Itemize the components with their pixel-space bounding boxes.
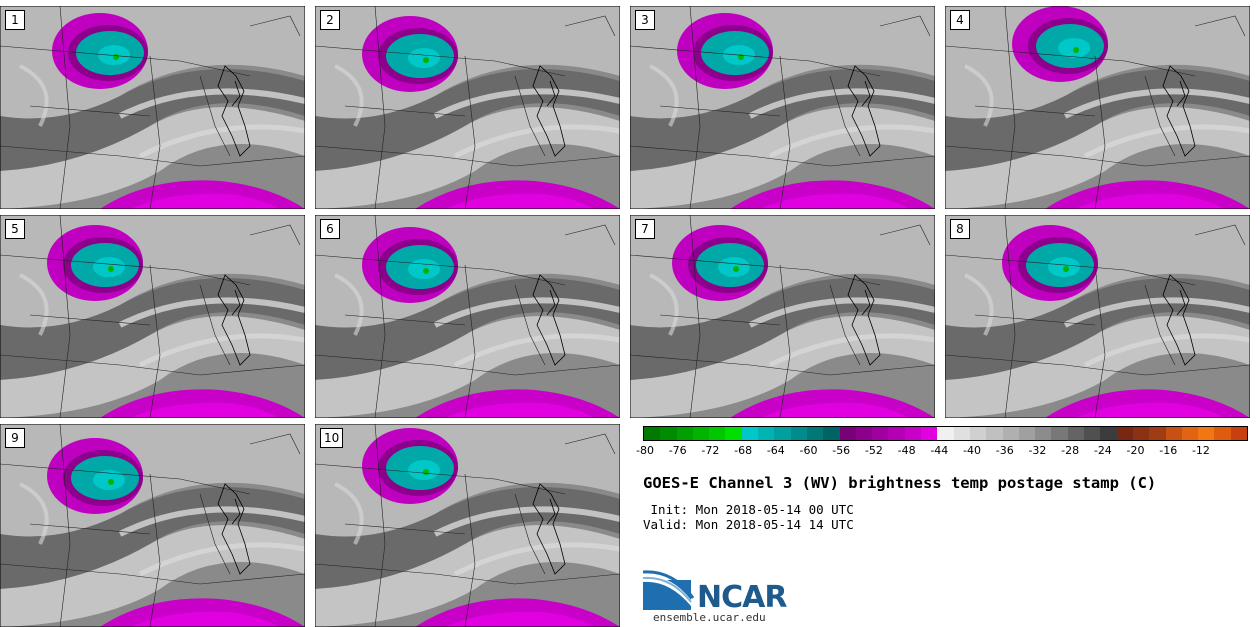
colorbar-segment	[921, 427, 938, 440]
colorbar-segment	[855, 427, 873, 440]
colorbar-tick-label: -44	[930, 444, 949, 457]
water-vapor-map	[315, 215, 620, 418]
map-panel: 7	[630, 215, 935, 418]
colorbar-segment	[937, 427, 954, 440]
water-vapor-map	[630, 215, 935, 418]
water-vapor-map	[315, 6, 620, 209]
colorbar-segment	[1198, 427, 1215, 440]
map-panel: 10	[315, 424, 620, 627]
water-vapor-map	[0, 424, 305, 627]
panel-number: 8	[950, 219, 970, 239]
colorbar-tick-label: -72	[701, 444, 720, 457]
map-panel: 8	[945, 215, 1250, 418]
water-vapor-map	[630, 6, 935, 209]
colorbar-tick-label: -36	[995, 444, 1014, 457]
colorbar-segment	[676, 427, 693, 440]
colorbar-tick-label: -80	[636, 444, 654, 457]
colorbar	[643, 426, 1248, 441]
colorbar-segment	[790, 427, 807, 440]
colorbar-tick-label: -40	[963, 444, 981, 457]
colorbar-tick-label: -24	[1093, 444, 1112, 457]
colorbar-segment	[1165, 427, 1182, 440]
map-panel: 9	[0, 424, 305, 627]
init-time: Init: Mon 2018-05-14 00 UTC	[643, 502, 854, 517]
colorbar-tick-label: -52	[864, 444, 883, 457]
colorbar-segment	[969, 427, 987, 440]
colorbar-segment	[823, 427, 840, 440]
colorbar-segment	[741, 427, 759, 440]
panel-number: 1	[5, 10, 25, 30]
panel-number: 10	[320, 428, 344, 448]
colorbar-segment	[839, 427, 856, 440]
colorbar-segment	[644, 427, 661, 440]
panel-number: 6	[320, 219, 340, 239]
ncar-logo-icon	[643, 570, 695, 610]
panel-number: 5	[5, 219, 25, 239]
water-vapor-map	[315, 424, 620, 627]
colorbar-segment	[758, 427, 775, 440]
colorbar-segment	[692, 427, 710, 440]
water-vapor-map	[0, 6, 305, 209]
colorbar-segment	[1149, 427, 1166, 440]
colorbar-tick-label: -76	[668, 444, 687, 457]
colorbar-segment	[953, 427, 970, 440]
colorbar-tick-label: -16	[1159, 444, 1178, 457]
colorbar-segment	[1002, 427, 1019, 440]
water-vapor-map	[945, 215, 1250, 418]
colorbar-segment	[725, 427, 742, 440]
colorbar-segment	[709, 427, 726, 440]
colorbar-tick-label: -64	[766, 444, 785, 457]
panel-number: 4	[950, 10, 970, 30]
map-panel: 3	[630, 6, 935, 209]
colorbar-tick-label: -60	[799, 444, 818, 457]
panel-number: 3	[635, 10, 655, 30]
colorbar-segment	[1181, 427, 1199, 440]
valid-time: Valid: Mon 2018-05-14 14 UTC	[643, 517, 854, 532]
colorbar-tick-label: -56	[832, 444, 851, 457]
panel-number: 7	[635, 219, 655, 239]
colorbar-segment	[872, 427, 889, 440]
colorbar-tick-label: -12	[1191, 444, 1210, 457]
panel-number: 2	[320, 10, 340, 30]
colorbar-segment	[1084, 427, 1101, 440]
water-vapor-map	[945, 6, 1250, 209]
colorbar-segment	[660, 427, 677, 440]
ncar-logo-text: NCAR	[697, 580, 787, 615]
map-panel: 6	[315, 215, 620, 418]
colorbar-segment	[1214, 427, 1231, 440]
colorbar-segment	[1116, 427, 1133, 440]
colorbar-segment	[986, 427, 1003, 440]
map-panel: 4	[945, 6, 1250, 209]
colorbar-segment	[888, 427, 905, 440]
water-vapor-map	[0, 215, 305, 418]
colorbar-segment	[904, 427, 922, 440]
colorbar-tick-label: -20	[1126, 444, 1145, 457]
colorbar-segment	[1067, 427, 1085, 440]
colorbar-segment	[1051, 427, 1068, 440]
colorbar-tick-labels: -80 -76 -72 -68 -64 -60 -56 -52 -48 -44 -40 -36 -32 -…	[636, 444, 1248, 460]
map-panel: 1	[0, 6, 305, 209]
colorbar-tick-label: -32	[1028, 444, 1047, 457]
colorbar-segment	[1018, 427, 1036, 440]
map-panel: 2	[315, 6, 620, 209]
colorbar-segment	[806, 427, 824, 440]
site-url: ensemble.ucar.edu	[653, 611, 766, 624]
panel-number: 9	[5, 428, 25, 448]
colorbar-segment	[1132, 427, 1150, 440]
map-panel: 5	[0, 215, 305, 418]
colorbar-segment	[1100, 427, 1117, 440]
plot-title: GOES-E Channel 3 (WV) brightness temp po…	[643, 474, 1157, 492]
colorbar-segment	[1230, 427, 1247, 440]
colorbar-segment	[774, 427, 791, 440]
colorbar-segment	[1035, 427, 1052, 440]
colorbar-tick-label: -28	[1061, 444, 1080, 457]
colorbar-tick-label: -48	[897, 444, 916, 457]
colorbar-tick-label: -68	[734, 444, 753, 457]
